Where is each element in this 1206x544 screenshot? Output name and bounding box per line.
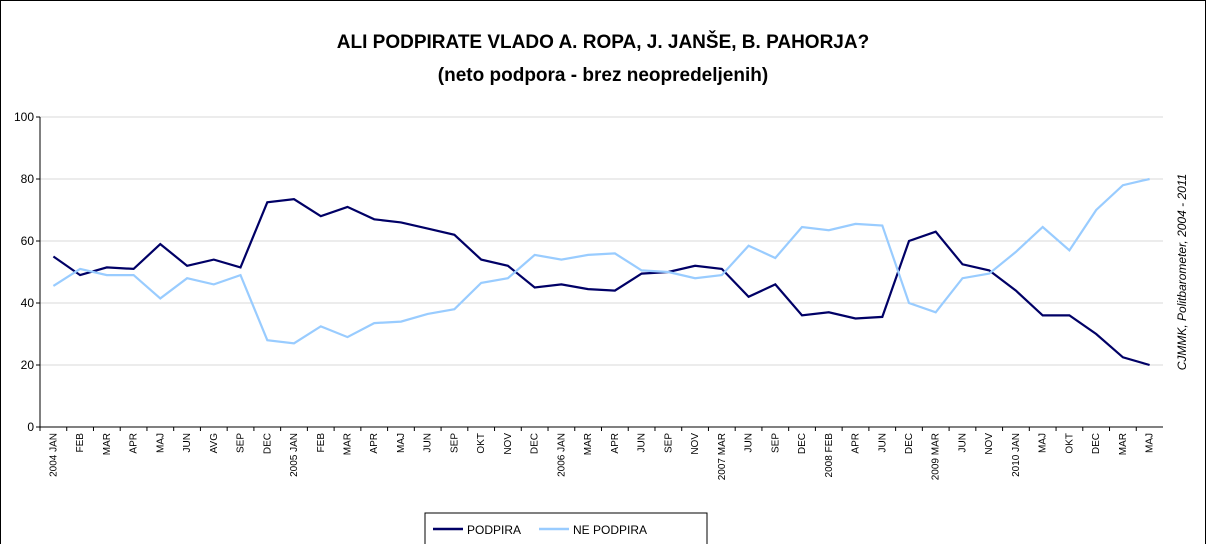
x-tick-label: OKT <box>1064 433 1075 454</box>
annotation: CJMMK, Politbarometer, 2004 - 2011 <box>1175 174 1189 371</box>
y-tick-label: 20 <box>21 358 35 372</box>
x-tick-label: APR <box>369 433 380 454</box>
x-tick-label: DEC <box>904 433 915 454</box>
x-tick-label: DEC <box>530 433 541 454</box>
chart-title: ALI PODPIRATE VLADO A. ROPA, J. JANŠE, B… <box>337 31 869 53</box>
x-tick-label: JUN <box>957 433 968 452</box>
x-tick-label: NOV <box>984 433 995 455</box>
x-tick-label: DEC <box>1091 433 1102 454</box>
x-tick-label: MAR <box>583 433 594 455</box>
x-tick-label: FEB <box>316 433 327 453</box>
x-tick-label: JUN <box>877 433 888 452</box>
x-tick-label: MAJ <box>1145 433 1156 453</box>
x-tick-label: MAJ <box>1038 433 1049 453</box>
x-tick-label: 2005 JAN <box>289 433 300 477</box>
x-tick-label: DEC <box>262 433 273 454</box>
y-tick-label: 60 <box>21 234 35 248</box>
x-tick-label: DEC <box>797 433 808 454</box>
y-tick-label: 100 <box>14 110 34 124</box>
x-tick-label: JUN <box>744 433 755 452</box>
x-tick-label: NOV <box>690 433 701 455</box>
x-tick-label: 2008 FEB <box>824 433 835 478</box>
line <box>52 198 1150 367</box>
x-tick-label: 2007 MAR <box>717 433 728 480</box>
x-tick-label: MAJ <box>155 433 166 453</box>
x-tick-label: JUN <box>182 433 193 452</box>
x-tick-label: OKT <box>476 433 487 454</box>
x-tick-label: SEP <box>663 433 674 453</box>
y-tick-label: 0 <box>27 420 34 434</box>
x-tick-label: MAR <box>102 433 113 455</box>
legend-label: NE PODPIRA <box>573 523 647 537</box>
x-tick-label: APR <box>129 433 140 454</box>
legend-label: PODPIRA <box>467 523 521 537</box>
x-tick-label: SEP <box>770 433 781 453</box>
x-tick-label: FEB <box>75 433 86 453</box>
y-tick-label: 80 <box>21 172 35 186</box>
x-tick-label: JUN <box>637 433 648 452</box>
x-tick-label: 2004 JAN <box>48 433 59 477</box>
x-tick-label: 2010 JAN <box>1011 433 1022 477</box>
x-tick-label: 2006 JAN <box>556 433 567 477</box>
x-tick-label: JUN <box>423 433 434 452</box>
line <box>52 177 1150 345</box>
x-tick-label: NOV <box>503 433 514 455</box>
x-tick-label: APR <box>851 433 862 454</box>
chart-subtitle: (neto podpora - brez neopredeljenih) <box>438 65 768 86</box>
x-tick-label: AVG <box>209 433 220 454</box>
x-tick-label: APR <box>610 433 621 454</box>
x-tick-label: 2009 MAR <box>931 433 942 480</box>
x-tick-label: MAR <box>342 433 353 455</box>
x-tick-label: MAJ <box>396 433 407 453</box>
x-tick-label: SEP <box>236 433 247 453</box>
y-tick-label: 40 <box>21 296 35 310</box>
x-tick-label: SEP <box>449 433 460 453</box>
x-tick-label: MAR <box>1118 433 1129 455</box>
